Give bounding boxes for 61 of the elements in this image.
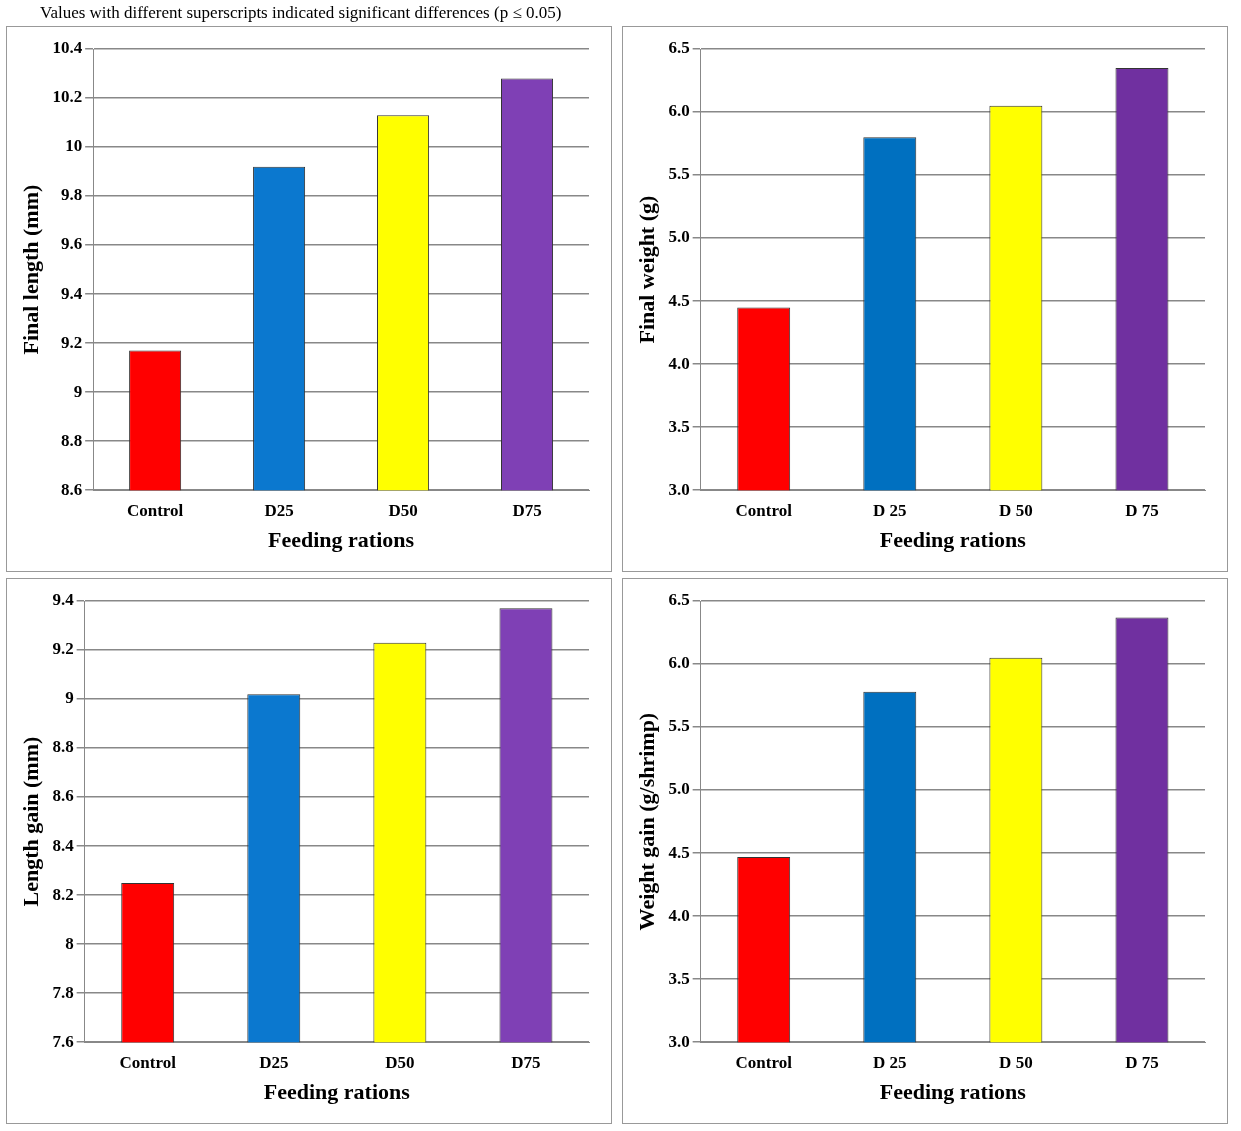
y-tick-label: 4.5 [668, 842, 690, 862]
y-tick-label: 9.2 [60, 332, 83, 352]
y-tick-label: 8 [65, 933, 74, 953]
y-tick-label: 9 [73, 381, 83, 401]
x-tick-label: D 75 [1125, 500, 1159, 520]
y-tick-label: 6.0 [668, 653, 690, 673]
y-tick-label: 5.0 [668, 779, 690, 799]
x-tick-label: D 25 [873, 1052, 907, 1072]
x-tick-label: D50 [385, 1052, 415, 1072]
y-axis-title: Weight gain (g/shrimp) [633, 712, 659, 931]
x-axis-title: Feeding rations [879, 1079, 1027, 1105]
y-tick-label: 7.6 [52, 1031, 74, 1051]
x-tick-label: D 25 [873, 500, 907, 520]
x-axis-title: Feeding rations [268, 527, 415, 553]
y-tick-label: 8.4 [52, 835, 75, 855]
y-tick-label: 8.6 [52, 786, 74, 806]
y-tick-label: 3.0 [668, 479, 690, 499]
y-axis-title: Length gain (mm) [17, 736, 43, 907]
y-axis-title: Final length (mm) [17, 184, 43, 355]
x-tick-label: D25 [259, 1052, 289, 1072]
x-tick-label: D 50 [999, 500, 1033, 520]
y-tick-label: 5.0 [668, 227, 690, 247]
y-tick-label: 3.5 [668, 416, 690, 436]
x-tick-label: Control [735, 1052, 793, 1072]
x-axis-title: Feeding rations [263, 1079, 411, 1105]
y-tick-label: 9.4 [52, 590, 75, 610]
y-tick-label: 4.5 [668, 290, 690, 310]
x-tick-label: D25 [264, 500, 294, 520]
y-tick-label: 10 [65, 136, 83, 156]
y-tick-label: 7.8 [52, 982, 74, 1002]
y-tick-label: 8.2 [52, 884, 74, 904]
x-axis-title: Feeding rations [879, 527, 1027, 553]
x-tick-label: D50 [388, 500, 418, 520]
x-tick-label: D 75 [1125, 1052, 1159, 1072]
y-tick-label: 5.5 [668, 716, 690, 736]
y-tick-label: 9.2 [52, 639, 74, 659]
y-tick-label: 9.8 [60, 185, 83, 205]
y-tick-label: 6.5 [668, 38, 690, 58]
y-tick-label: 5.5 [668, 164, 690, 184]
y-tick-label: 10.4 [52, 38, 83, 58]
y-axis-title: Final weight (g) [633, 195, 659, 344]
y-tick-label: 9.6 [60, 234, 83, 254]
y-tick-label: 3.5 [668, 968, 690, 988]
x-tick-label: Control [735, 500, 793, 520]
y-tick-label: 10.2 [52, 87, 83, 107]
y-tick-label: 9.4 [60, 283, 83, 303]
y-tick-label: 8.6 [60, 479, 83, 499]
x-tick-label: D75 [512, 500, 542, 520]
y-tick-label: 9 [65, 688, 74, 708]
y-tick-label: 8.8 [52, 737, 74, 757]
text: Values with different superscripts indicated significant differences (p ≤ 0.05) [40, 3, 562, 22]
x-tick-label: D75 [511, 1052, 541, 1072]
y-tick-label: 8.8 [60, 430, 83, 450]
y-tick-label: 6.0 [668, 101, 690, 121]
y-tick-label: 3.0 [668, 1031, 690, 1051]
y-tick-label: 6.5 [668, 590, 690, 610]
x-tick-label: Control [126, 500, 184, 520]
y-tick-label: 4.0 [668, 353, 690, 373]
x-tick-label: Control [119, 1052, 177, 1072]
x-tick-label: D 50 [999, 1052, 1033, 1072]
y-tick-label: 4.0 [668, 905, 690, 925]
